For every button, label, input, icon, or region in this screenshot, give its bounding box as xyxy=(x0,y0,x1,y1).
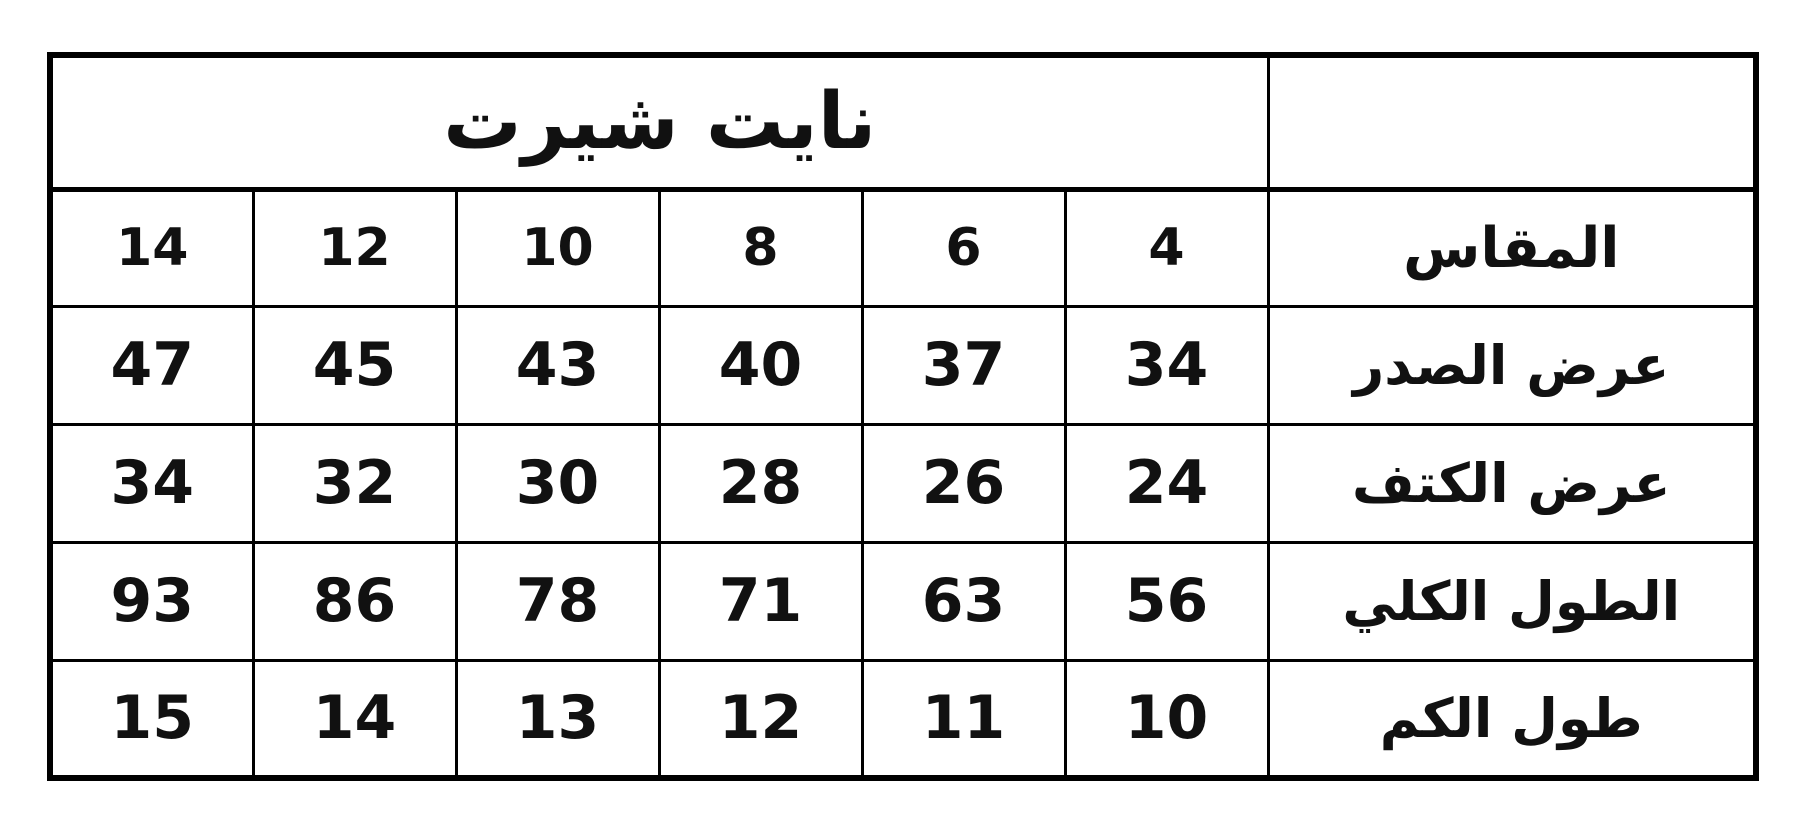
value-cell: 63 xyxy=(860,540,1067,662)
value-cell: 24 xyxy=(1063,422,1270,544)
value-cell: 93 xyxy=(48,540,255,662)
size-cell-8: 8 xyxy=(657,187,864,308)
row-label-total-length: الطول الكلي xyxy=(1266,540,1758,662)
value-cell: 47 xyxy=(48,304,255,426)
value-cell: 78 xyxy=(454,540,661,662)
size-header-label: المقاس xyxy=(1266,187,1758,308)
row-label-shoulder-width: عرض الكتف xyxy=(1266,422,1758,544)
value-cell: 32 xyxy=(251,422,458,544)
value-cell: 56 xyxy=(1063,540,1270,662)
value-cell: 34 xyxy=(48,422,255,544)
value-cell: 12 xyxy=(657,658,864,780)
value-cell: 40 xyxy=(657,304,864,426)
value-cell: 10 xyxy=(1063,658,1270,780)
value-cell: 30 xyxy=(454,422,661,544)
size-chart-table: نايت شيرت 14 12 10 8 6 4 المقاس 47 45 43… xyxy=(47,52,1760,781)
value-cell: 13 xyxy=(454,658,661,780)
size-cell-6: 6 xyxy=(860,187,1067,308)
size-cell-12: 12 xyxy=(251,187,458,308)
value-cell: 11 xyxy=(860,658,1067,780)
table-row-total-length: 93 86 78 71 63 56 الطول الكلي xyxy=(48,540,1758,662)
value-cell: 71 xyxy=(657,540,864,662)
value-cell: 26 xyxy=(860,422,1067,544)
row-label-chest-width: عرض الصدر xyxy=(1266,304,1758,426)
size-cell-4: 4 xyxy=(1063,187,1270,308)
value-cell: 14 xyxy=(251,658,458,780)
value-cell: 28 xyxy=(657,422,864,544)
size-header-row: 14 12 10 8 6 4 المقاس xyxy=(48,187,1758,308)
chart-title: نايت شيرت xyxy=(48,53,1270,192)
title-row: نايت شيرت xyxy=(48,53,1758,192)
row-label-sleeve-length: طول الكم xyxy=(1266,658,1758,780)
value-cell: 34 xyxy=(1063,304,1270,426)
value-cell: 37 xyxy=(860,304,1067,426)
table-row-chest-width: 47 45 43 40 37 34 عرض الصدر xyxy=(48,304,1758,426)
value-cell: 86 xyxy=(251,540,458,662)
size-cell-10: 10 xyxy=(454,187,661,308)
value-cell: 15 xyxy=(48,658,255,780)
size-cell-14: 14 xyxy=(48,187,255,308)
table-row-shoulder-width: 34 32 30 28 26 24 عرض الكتف xyxy=(48,422,1758,544)
value-cell: 45 xyxy=(251,304,458,426)
table-row-sleeve-length: 15 14 13 12 11 10 طول الكم xyxy=(48,658,1758,780)
title-row-empty-cell xyxy=(1266,53,1758,192)
value-cell: 43 xyxy=(454,304,661,426)
